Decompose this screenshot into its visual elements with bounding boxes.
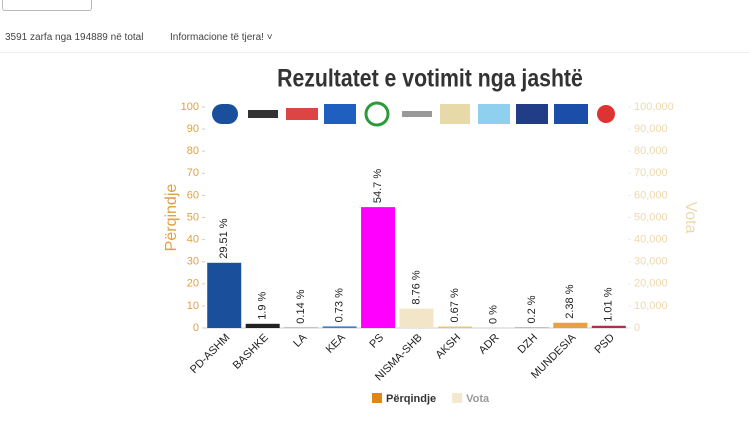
y2-tick-label: 80,000 (634, 145, 668, 157)
x-tick-label: BASHKE (231, 332, 271, 372)
y-tick-label: 50 (187, 211, 199, 223)
logo (286, 108, 318, 120)
toolbar: 3591 zarfa nga 194889 në total Informaci… (0, 0, 750, 60)
data-label: 0 % (487, 305, 499, 324)
bar (361, 207, 396, 328)
y-tick-label: 90 (187, 123, 199, 135)
y2-tick-label: 40,000 (634, 234, 668, 246)
logos (212, 101, 615, 127)
logo (440, 104, 470, 124)
data-label: 0.73 % (333, 288, 345, 322)
logo (402, 111, 432, 117)
y-axis-label: Përqindje (163, 184, 180, 252)
legend-label: Vota (466, 393, 490, 405)
logo (248, 110, 278, 118)
x-tick-label: DZH (516, 332, 541, 357)
bar (245, 323, 280, 328)
y2-tick-label: 90,000 (634, 123, 668, 135)
y-tick-label: 40 (187, 234, 199, 246)
chart-title: Rezultatet e votimit nga jashtë (277, 64, 583, 92)
y-tick-label: 80 (187, 145, 199, 157)
y-tick-label: 100 (181, 101, 199, 113)
data-label: 1.9 % (257, 291, 269, 319)
bar (591, 325, 626, 328)
divider (0, 52, 750, 53)
x-tick-label: PS (367, 332, 386, 351)
bar (207, 262, 242, 328)
data-label: 29.51 % (218, 218, 230, 259)
y2-tick-label: 0 (634, 322, 640, 334)
logo (212, 104, 238, 124)
y2-tick-label: 20,000 (634, 278, 668, 290)
y2-tick-label: 60,000 (634, 189, 668, 201)
logo (597, 105, 615, 123)
data-label: 2.38 % (564, 284, 576, 318)
y2-tick-label: 70,000 (634, 167, 668, 179)
y-tick-label: 0 (193, 322, 199, 334)
y-tick-label: 20 (187, 278, 199, 290)
x-tick-label: AKSH (433, 332, 463, 362)
data-label: 0.67 % (449, 288, 461, 322)
y-tick-label: 10 (187, 300, 199, 312)
logo (324, 104, 356, 124)
data-label: 0.14 % (295, 289, 307, 323)
data-label: 0.2 % (526, 295, 538, 323)
logo (554, 104, 588, 124)
x-tick-label: PD-ASHM (188, 332, 232, 376)
logo (478, 104, 510, 124)
y2-tick-label: 10,000 (634, 300, 668, 312)
y-tick-label: 60 (187, 189, 199, 201)
bar (399, 308, 434, 328)
y2-tick-label: 30,000 (634, 256, 668, 268)
x-tick-label: PSD (592, 332, 617, 357)
legend-label: Përqindje (386, 393, 436, 405)
y2-tick-label: 50,000 (634, 211, 668, 223)
y2-tick-label: 100,000 (634, 101, 674, 113)
legend-swatch (372, 393, 382, 403)
y-tick-label: 30 (187, 256, 199, 268)
info-text[interactable]: Informacione të tjera! (170, 32, 264, 43)
select-box[interactable] (2, 0, 92, 11)
data-label: 54.7 % (372, 169, 384, 203)
x-tick-label: LA (291, 331, 309, 349)
data-label: 8.76 % (410, 270, 422, 304)
y2-axis-label: Vota (682, 201, 699, 233)
bar (553, 322, 588, 328)
x-tick-label: ADR (477, 332, 502, 357)
bar (322, 326, 357, 328)
bar (437, 326, 472, 328)
summary: 3591 zarfa nga 194889 në total (5, 32, 144, 43)
logo (364, 101, 390, 127)
logo (516, 104, 548, 124)
legend-swatch (452, 393, 463, 403)
x-tick-label: KEA (324, 331, 349, 356)
data-label: 1.01 % (603, 287, 615, 321)
info-link[interactable]: Informacione të tjera! ˅ (170, 32, 273, 43)
y-tick-label: 70 (187, 167, 199, 179)
